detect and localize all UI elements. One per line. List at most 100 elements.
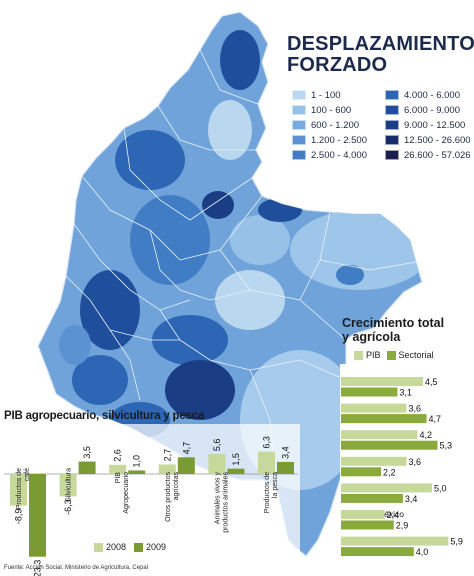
legend-label: 100 - 600 xyxy=(311,104,352,116)
map-title-line1: DESPLAZAMIENTO xyxy=(287,33,474,55)
bar-value-label: 2,4 xyxy=(387,510,400,520)
bar-2009 xyxy=(277,461,294,474)
legend-swatch xyxy=(292,90,306,100)
bar-sectorial xyxy=(341,493,403,503)
bar-value-label: 4,5 xyxy=(425,377,438,387)
legend-label: 9.000 - 12.500 xyxy=(404,119,466,131)
category-label: la pesca xyxy=(272,472,279,498)
legend-item: 1.200 - 2.500 xyxy=(292,133,367,147)
bar-2008 xyxy=(258,451,275,474)
bar-pib xyxy=(341,430,418,440)
map-title: DESPLAZAMIENTO FORZADO xyxy=(287,33,474,76)
crecimiento-legend: PIB Sectorial xyxy=(354,350,434,361)
bar-value-label: 2,2 xyxy=(383,467,396,477)
legend-pib: PIB xyxy=(354,350,381,361)
bar-value-label: 2,6 xyxy=(113,449,123,462)
legend-swatch xyxy=(385,120,399,130)
bar-sectorial xyxy=(341,414,427,424)
legend-swatch xyxy=(292,135,306,145)
legend-label: 4.000 - 6.000 xyxy=(404,89,460,101)
category-label: Agropecuario xyxy=(123,472,130,514)
bar-value-label: 2,7 xyxy=(162,449,172,462)
bar-pib xyxy=(341,483,432,493)
bar-pib xyxy=(341,403,407,413)
category-label: agrícolas xyxy=(173,472,180,501)
bar-2008 xyxy=(109,464,127,474)
bar-value-label: 5,9 xyxy=(450,537,463,547)
crecimiento-title: Crecimiento total y agrícola xyxy=(342,316,474,344)
bar-value-label: 4,2 xyxy=(419,430,432,440)
legend-label: 12.500 - 26.600 xyxy=(404,134,471,146)
bar-2009 xyxy=(227,468,245,474)
bar-sectorial xyxy=(341,520,394,530)
bar-pib xyxy=(341,456,407,466)
map-title-line2: FORZADO xyxy=(287,54,388,76)
bar-pib xyxy=(341,510,385,519)
legend-swatch xyxy=(292,105,306,115)
category-label: Silvicultura xyxy=(66,468,73,502)
bar-sectorial xyxy=(341,547,414,557)
legend-sectorial: Sectorial xyxy=(386,350,434,361)
bar-2009 xyxy=(128,470,146,474)
legend-item: 2.500 - 4.000 xyxy=(292,148,367,162)
legend-item: 26.600 - 57.026 xyxy=(385,148,471,162)
bar-value-label: 4,7 xyxy=(181,442,191,455)
bar-value-label: 1,0 xyxy=(132,455,142,468)
bar-2008 xyxy=(59,474,77,497)
country-label: México xyxy=(377,509,404,519)
bar-value-label: 5,6 xyxy=(212,439,222,452)
bar-value-label: -6,3 xyxy=(63,499,73,515)
category-label: Animales vivos y xyxy=(214,472,221,525)
bar-value-label: -23,3 xyxy=(33,560,43,576)
legend-swatch xyxy=(385,150,399,160)
category-label: Productos de xyxy=(264,472,271,513)
department-boundaries xyxy=(65,49,417,487)
legend-item: 9.000 - 12.500 xyxy=(385,118,465,132)
bar-value-label: 3,4 xyxy=(281,446,291,459)
legend-swatch xyxy=(385,105,399,115)
pib-agro-legend: 2008 2009 xyxy=(94,542,166,553)
bar-value-label: 3,6 xyxy=(409,404,422,414)
bar-value-label: 5,3 xyxy=(439,441,452,451)
pib-agro-title: PIB agropecuario, silvicultura y pesca xyxy=(4,410,205,422)
bar-value-label: 3,6 xyxy=(409,457,422,467)
legend-swatch xyxy=(292,150,306,160)
bar-2009 xyxy=(29,474,46,557)
bar-value-label: 4,7 xyxy=(429,414,442,424)
category-label: Productos de xyxy=(16,468,23,509)
category-label: café xyxy=(24,468,31,481)
bar-value-label: 5,0 xyxy=(434,483,447,493)
legend-item: 12.500 - 26.600 xyxy=(385,133,471,147)
legend-2008: 2008 xyxy=(94,542,126,553)
bar-2008 xyxy=(10,474,27,506)
bar-value-label: 6,3 xyxy=(262,436,272,449)
bar-value-label: 3,5 xyxy=(82,446,92,459)
bar-value-label: -8,9 xyxy=(14,509,24,525)
bar-value-label: 2,9 xyxy=(396,521,409,531)
source-note: Fuente: Acción Social, Ministerio de Agr… xyxy=(4,565,149,571)
category-label: Otros productos xyxy=(165,472,172,522)
bar-2009 xyxy=(78,461,96,474)
bar-2008 xyxy=(208,454,226,474)
legend-item: 6.000 - 9.000 xyxy=(385,103,460,117)
bar-value-label: 1,5 xyxy=(231,453,241,466)
crecimiento-title-line2: y agrícola xyxy=(342,330,401,344)
legend-label: 26.600 - 57.026 xyxy=(404,149,471,161)
bar-value-label: 3,4 xyxy=(405,494,418,504)
bar-2008 xyxy=(158,464,176,474)
bar-sectorial xyxy=(341,440,438,450)
bar-value-label: 3,1 xyxy=(399,388,412,398)
legend-label: 600 - 1.200 xyxy=(311,119,360,131)
legend-label: 2.500 - 4.000 xyxy=(311,149,367,161)
bar-2009 xyxy=(177,457,195,474)
legend-item: 600 - 1.200 xyxy=(292,118,359,132)
legend-item: 100 - 600 xyxy=(292,103,351,117)
bar-pib xyxy=(341,377,423,386)
legend-swatch xyxy=(385,90,399,100)
pib-agro-panel xyxy=(0,424,300,552)
bar-sectorial xyxy=(341,467,382,477)
category-label: PIB xyxy=(115,472,122,484)
legend-label: 1 - 100 xyxy=(311,89,341,101)
